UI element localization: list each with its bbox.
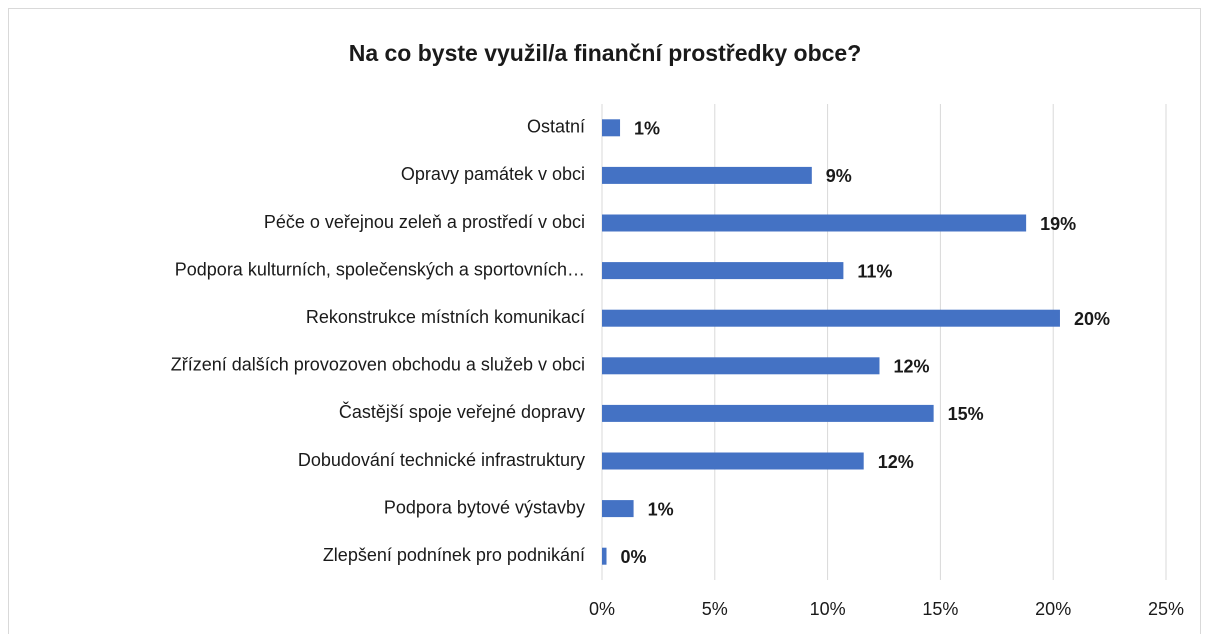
y-tick-label: Zřízení dalších provozoven obchodu a slu… [171, 355, 585, 375]
bar [602, 357, 880, 375]
bar [602, 166, 812, 184]
y-tick-label: Péče o veřejnou zeleň a prostředí v obci [264, 212, 585, 232]
x-tick-label: 0% [589, 599, 615, 619]
bar [602, 119, 621, 137]
y-tick-label: Rekonstrukce místních komunikací [306, 307, 585, 327]
y-tick-label: Opravy památek v obci [401, 164, 585, 184]
bar [602, 547, 607, 565]
value-label: 1% [648, 499, 674, 519]
chart-title: Na co byste využil/a finanční prostředky… [349, 40, 862, 66]
value-label: 12% [893, 357, 929, 377]
bar [602, 452, 864, 470]
x-tick-label: 10% [810, 599, 846, 619]
x-tick-label: 25% [1148, 599, 1184, 619]
y-tick-label: Zlepšení podnínek pro podnikání [323, 545, 585, 565]
bar [602, 309, 1060, 327]
y-tick-label: Ostatní [527, 117, 585, 137]
bar [602, 214, 1027, 232]
value-label: 1% [634, 119, 660, 139]
value-label: 19% [1040, 214, 1076, 234]
value-label: 12% [878, 452, 914, 472]
value-label: 20% [1074, 309, 1110, 329]
y-tick-label: Podpora bytové výstavby [384, 497, 585, 517]
y-tick-label: Častější spoje veřejné dopravy [339, 401, 585, 422]
bar [602, 262, 844, 280]
x-tick-label: 15% [922, 599, 958, 619]
bar [602, 500, 634, 518]
x-tick-label: 20% [1035, 599, 1071, 619]
value-label: 11% [857, 261, 892, 281]
value-label: 0% [621, 547, 647, 567]
y-tick-label: Dobudování technické infrastruktury [298, 450, 585, 470]
value-label: 15% [948, 404, 984, 424]
bar [602, 404, 934, 422]
value-label: 9% [826, 166, 852, 186]
x-tick-label: 5% [702, 599, 728, 619]
y-tick-label: Podpora kulturních, společenských a spor… [175, 259, 585, 279]
